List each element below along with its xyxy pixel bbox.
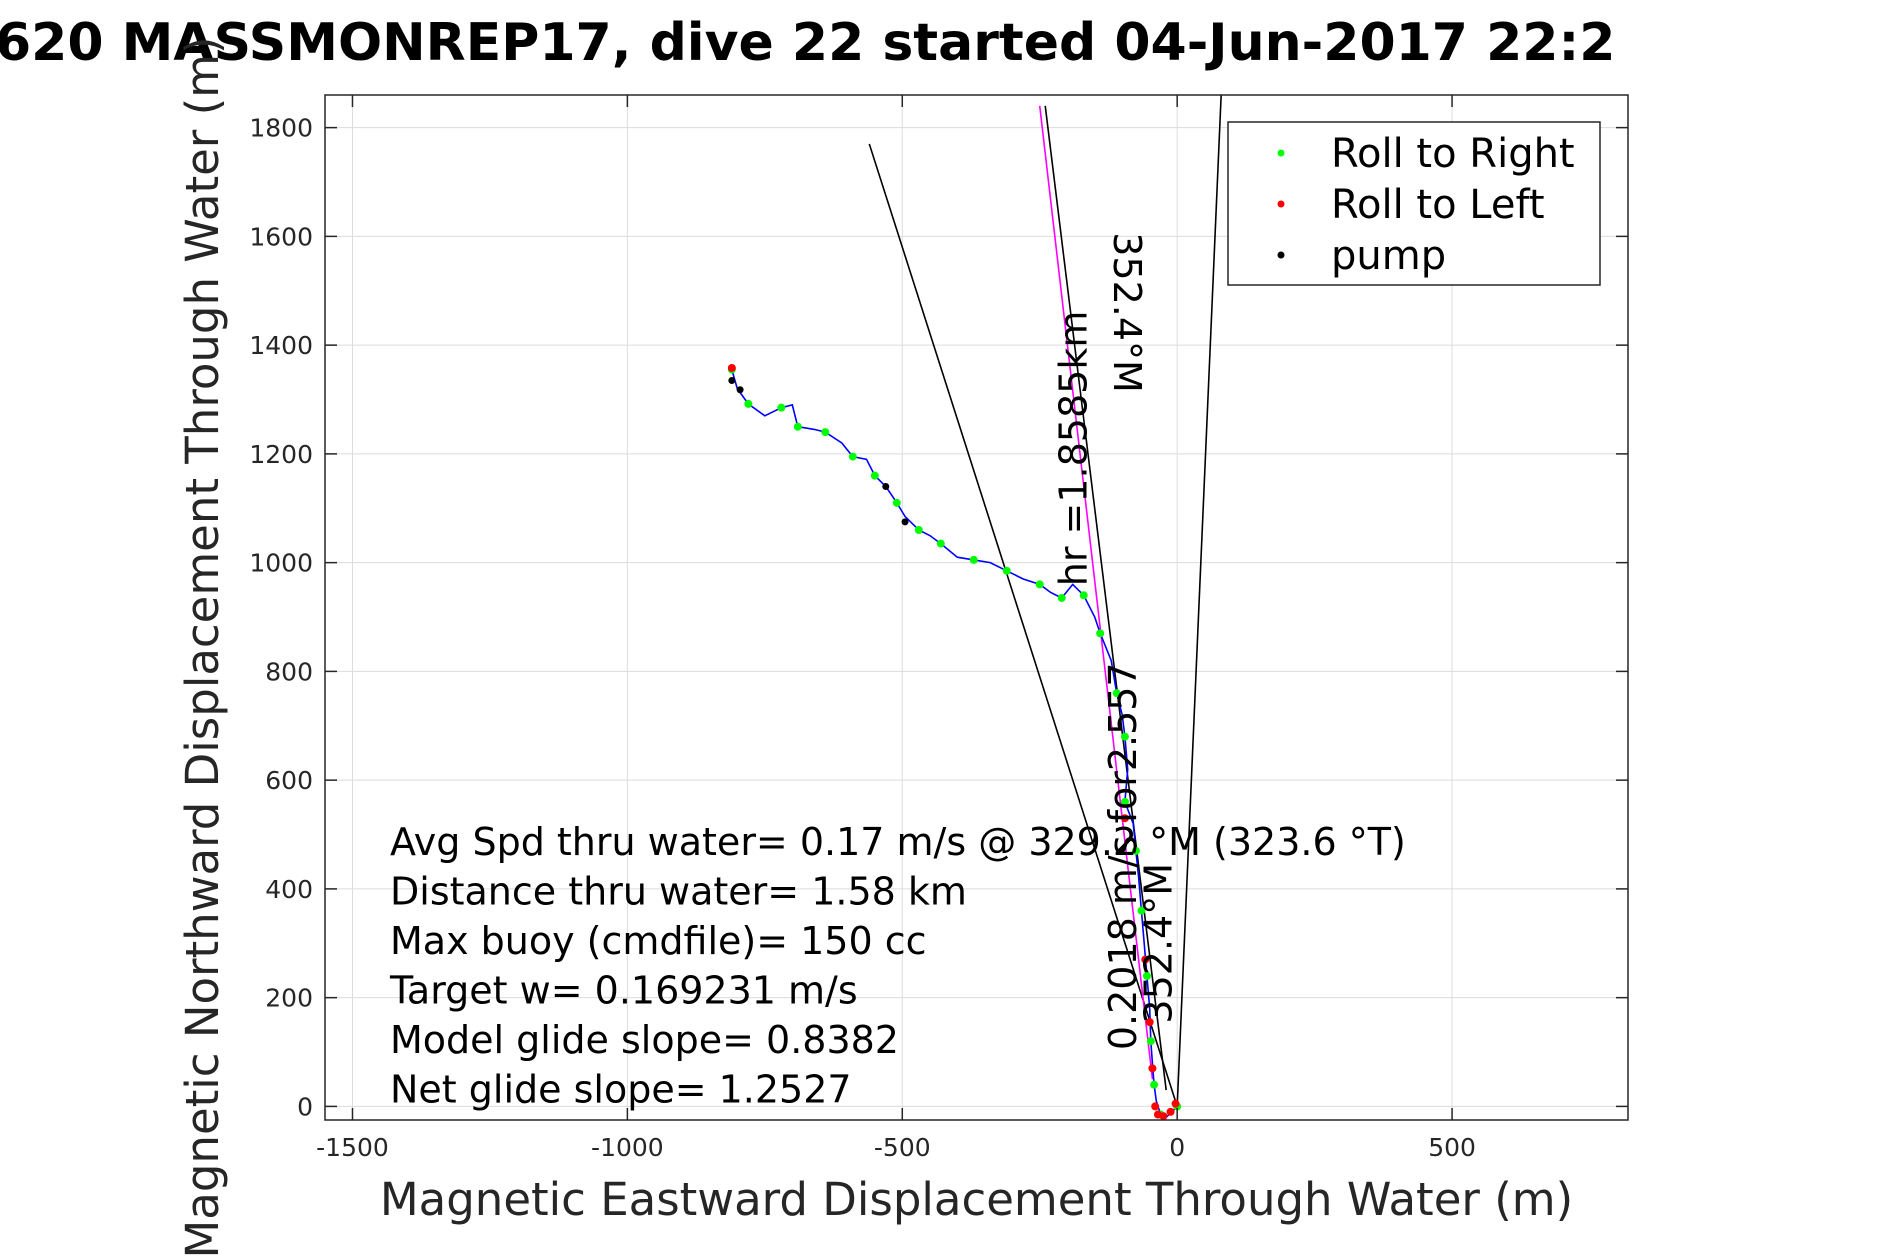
roll-right-point xyxy=(969,555,978,564)
roll-left-point xyxy=(1166,1107,1175,1116)
roll-right-point xyxy=(892,498,901,507)
x-axis-label: Magnetic Eastward Displacement Through W… xyxy=(380,1173,1573,1226)
legend: Roll to Right Roll to Left pump xyxy=(1227,121,1601,286)
roll-right-point xyxy=(793,422,802,431)
roll-right-point xyxy=(1120,797,1129,806)
stats-text-block: Avg Spd thru water= 0.17 m/s @ 329.2 °M … xyxy=(389,820,1406,1112)
y-tick-label: 0 xyxy=(297,1092,313,1121)
roll-left-point xyxy=(1120,814,1129,823)
ticks: -1500 -1000 -500 0 500 0 200 400 600 800 1000 1200 1… xyxy=(249,95,1628,1162)
line-annotation: 352.4°M xyxy=(1105,232,1149,393)
roll-left-point xyxy=(1141,955,1150,964)
legend-label: Roll to Right xyxy=(1331,131,1575,177)
line-annotation: 352.4°M xyxy=(1137,863,1181,1024)
x-tick-label: -1000 xyxy=(591,1133,664,1162)
roll-right-point xyxy=(1146,1037,1155,1046)
roll-right-point xyxy=(914,526,923,535)
roll-right-point xyxy=(848,452,857,461)
y-tick-label: 200 xyxy=(265,984,313,1013)
line-annotation: hr =1.8585km xyxy=(1051,311,1095,587)
roll-right-point xyxy=(1137,906,1146,915)
stat-line: Net glide slope= 1.2527 xyxy=(390,1068,852,1112)
y-tick-label: 1200 xyxy=(249,440,313,469)
stat-line: Distance thru water= 1.58 km xyxy=(390,870,967,914)
legend-marker xyxy=(1277,200,1285,208)
x-tick-label: 500 xyxy=(1428,1133,1476,1162)
reference-line xyxy=(1038,105,1154,1080)
track-line xyxy=(731,369,1178,1119)
reference-line xyxy=(868,143,1178,1107)
roll-right-point xyxy=(1002,566,1011,575)
roll-left-point xyxy=(1151,1102,1160,1111)
line-annotation: 0.2018 m/s for2.557 xyxy=(1101,662,1145,1050)
roll-left-point xyxy=(1145,1018,1154,1027)
roll-right-point xyxy=(1131,846,1140,855)
roll-right-point xyxy=(1035,580,1044,589)
legend-marker xyxy=(1277,251,1285,259)
y-tick-label: 600 xyxy=(265,766,313,795)
roll-right-point xyxy=(936,539,945,548)
legend-label: Roll to Left xyxy=(1331,182,1545,228)
roll-right-point xyxy=(1112,689,1121,698)
y-tick-label: 1000 xyxy=(249,549,313,578)
pump-point xyxy=(728,376,736,384)
reference-line xyxy=(1176,94,1222,1107)
y-tick-label: 400 xyxy=(265,875,313,904)
reference-line xyxy=(1044,105,1167,1091)
y-tick-label: 1800 xyxy=(249,114,313,143)
roll-right-point xyxy=(1079,591,1088,600)
pump-point xyxy=(882,483,890,491)
stat-line: Model glide slope= 0.8382 xyxy=(390,1018,899,1062)
roll-left-point xyxy=(1171,1099,1180,1108)
roll-right-point xyxy=(744,399,753,408)
y-axis-label: Magnetic Northward Displacement Through … xyxy=(176,36,229,1258)
stat-line: Max buoy (cmdfile)= 150 cc xyxy=(390,919,927,963)
roll-right-point xyxy=(1150,1080,1159,1089)
pump-point xyxy=(736,386,744,394)
legend-label: pump xyxy=(1331,233,1446,279)
pump-point xyxy=(901,518,909,526)
chart-title: 620 MASSMONREP17, dive 22 started 04-Jun… xyxy=(0,13,1615,73)
roll-right-point xyxy=(1096,629,1105,638)
roll-right-point xyxy=(777,403,786,412)
y-tick-label: 1400 xyxy=(249,331,313,360)
legend-marker xyxy=(1277,149,1285,157)
plot-frame xyxy=(324,94,1629,1121)
roll-right-point xyxy=(1057,593,1066,602)
x-tick-label: 0 xyxy=(1169,1133,1185,1162)
roll-right-point xyxy=(821,428,830,437)
stat-line: Target w= 0.169231 m/s xyxy=(389,969,858,1013)
x-tick-label: -500 xyxy=(874,1133,931,1162)
y-tick-label: 1600 xyxy=(249,222,313,251)
roll-left-point xyxy=(1159,1112,1168,1121)
roll-right-point xyxy=(1120,732,1129,741)
roll-right-point xyxy=(1142,971,1151,980)
y-tick-label: 800 xyxy=(265,657,313,686)
roll-left-point xyxy=(727,363,736,372)
stat-line: Avg Spd thru water= 0.17 m/s @ 329.2 °M … xyxy=(390,820,1406,864)
roll-left-point xyxy=(1148,1064,1157,1073)
roll-right-point xyxy=(870,471,879,480)
legend-box xyxy=(1227,121,1601,286)
x-tick-label: -1500 xyxy=(316,1133,389,1162)
